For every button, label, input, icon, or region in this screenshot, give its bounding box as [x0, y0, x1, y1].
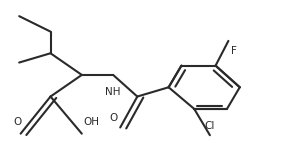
- Text: NH: NH: [105, 87, 121, 97]
- Text: Cl: Cl: [205, 121, 215, 131]
- Text: F: F: [231, 46, 237, 56]
- Text: O: O: [109, 113, 117, 123]
- Text: O: O: [14, 117, 22, 127]
- Text: OH: OH: [83, 117, 99, 127]
